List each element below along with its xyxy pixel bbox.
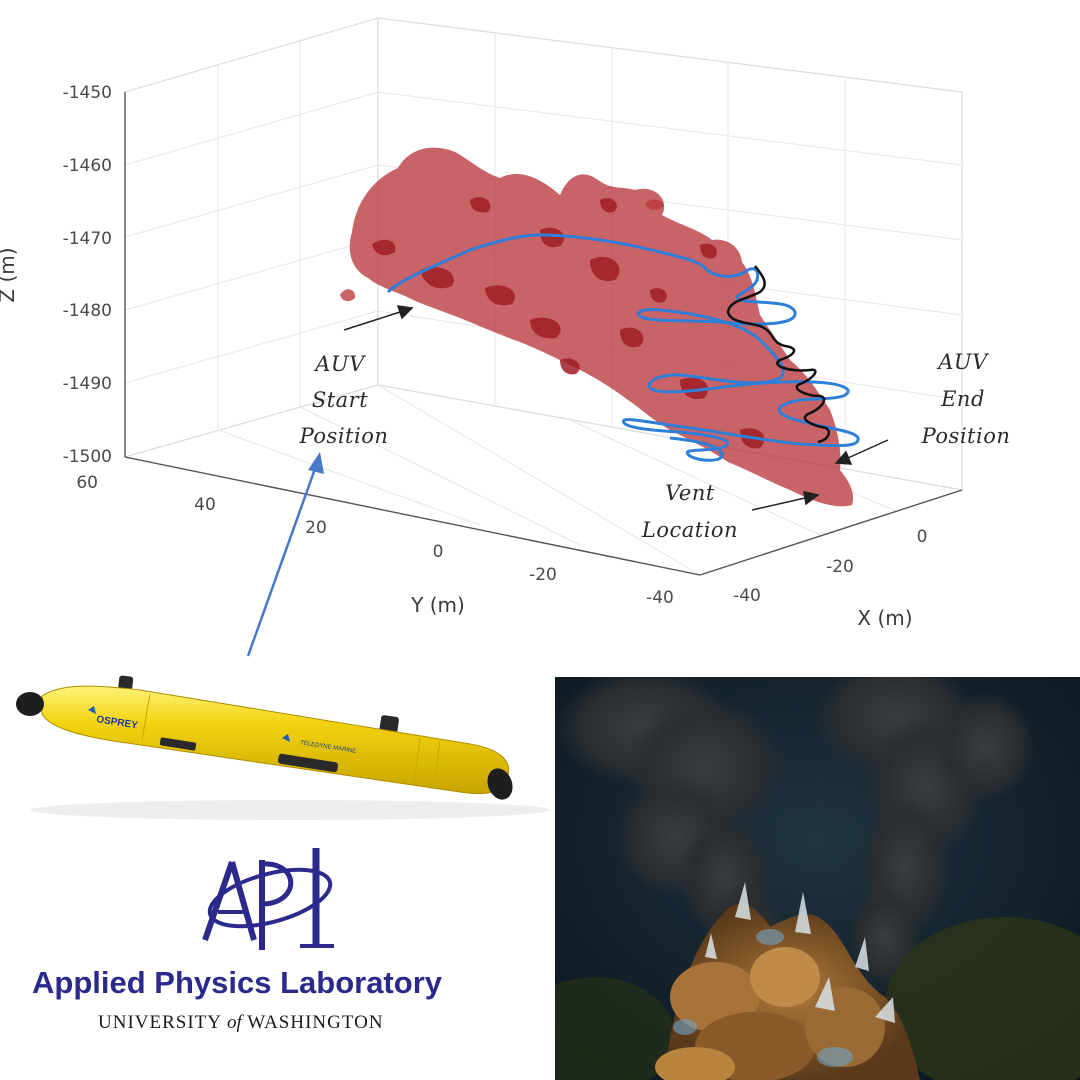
annotation-line: AUV: [936, 350, 989, 374]
vent-chimney: [655, 882, 920, 1080]
annotation-line: Start: [312, 388, 368, 412]
x-axis-label: X (m): [857, 606, 912, 630]
z-tick: -1460: [63, 156, 112, 176]
z-axis-ticks: -1450 -1460 -1470 -1480 -1490 -1500: [63, 83, 112, 467]
apl-monogram-icon: [202, 848, 334, 950]
apl-university-of: of: [227, 1012, 242, 1033]
auv-vehicle-image: OSPREY TELEDYNE MARINE: [0, 660, 555, 840]
annotation-end-position: AUV End Position: [921, 350, 1011, 448]
z-tick: -1500: [63, 447, 112, 467]
z-tick: -1470: [63, 229, 112, 249]
apl-university-pre: UNIVERSITY: [98, 1012, 222, 1033]
y-tick: 20: [305, 518, 327, 538]
z-tick: -1450: [63, 83, 112, 103]
x-tick: 0: [917, 527, 928, 547]
annotation-arrows: [343, 305, 889, 511]
annotation-line: Vent: [665, 481, 715, 505]
annotation-line: Position: [921, 424, 1011, 448]
y-axis-ticks: 60 40 20 0 -20 -40: [76, 473, 674, 608]
y-tick: -20: [529, 565, 557, 585]
annotation-line: Position: [299, 424, 389, 448]
pointer-arrow: [246, 452, 324, 657]
smoke-plume: [555, 677, 1035, 987]
y-tick: 60: [76, 473, 98, 493]
annotation-start-position: AUV Start Position: [299, 352, 389, 448]
annotation-vent-location: Vent Location: [641, 481, 738, 542]
y-tick: 0: [433, 542, 444, 562]
axes: [124, 92, 963, 576]
z-axis-label: Z (m): [0, 247, 19, 302]
x-tick: -20: [826, 557, 854, 577]
annotation-line: Location: [641, 518, 738, 542]
auv-track-blue: [386, 233, 860, 462]
apl-logo-mark: [0, 845, 555, 1080]
annotation-line: End: [940, 387, 985, 411]
3d-plume-plot: -1450 -1460 -1470 -1480 -1490 -1500 Z (m…: [0, 17, 1011, 657]
y-tick: 40: [194, 495, 216, 515]
z-tick: -1480: [63, 301, 112, 321]
apl-university: UNIVERSITY of WASHINGTON: [98, 1012, 384, 1034]
x-axis-ticks: -40 -20 0: [733, 527, 927, 606]
z-tick: -1490: [63, 374, 112, 394]
apl-name: Applied Physics Laboratory: [32, 965, 442, 1000]
x-tick: -40: [733, 586, 761, 606]
apl-university-post: WASHINGTON: [247, 1012, 384, 1033]
y-tick: -40: [646, 588, 674, 608]
plume-isosurface: [340, 147, 854, 507]
auv-track-black: [726, 265, 830, 444]
hydrothermal-vent-photo: [555, 677, 1080, 1080]
annotation-line: AUV: [313, 352, 366, 376]
y-axis-label: Y (m): [410, 593, 465, 617]
